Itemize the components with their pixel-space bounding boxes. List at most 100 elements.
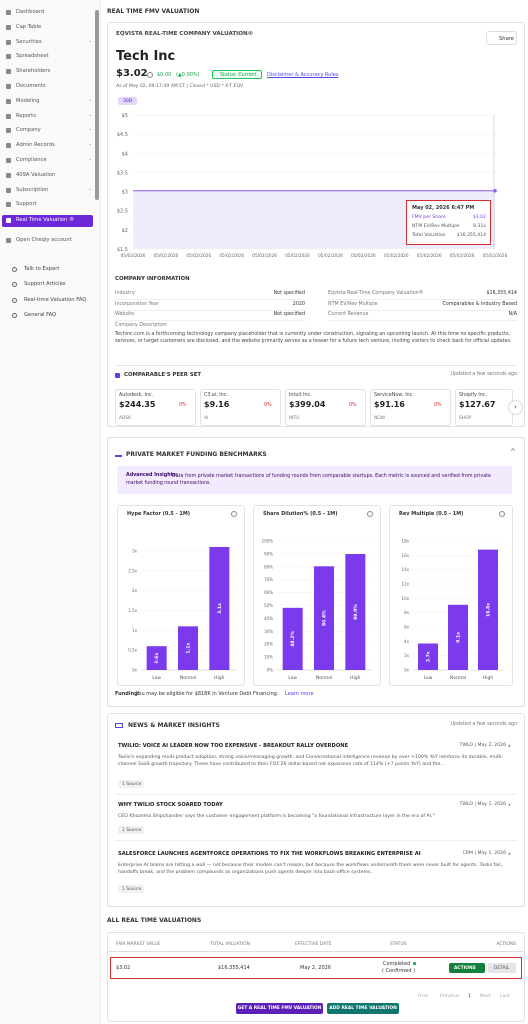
divider xyxy=(328,309,517,310)
highlight-box xyxy=(110,957,522,979)
detail-button[interactable]: DETAIL xyxy=(488,963,516,973)
pagination-link[interactable]: First xyxy=(418,994,428,999)
help-icon xyxy=(12,282,17,288)
peer-ticker: AI xyxy=(204,416,209,421)
nav-item[interactable]: Support xyxy=(16,201,37,208)
x-tick-label: 05/02/2026 xyxy=(450,253,475,259)
help-link[interactable]: General FAQ xyxy=(24,311,57,318)
actions-label[interactable]: ACTIONS xyxy=(454,965,476,971)
nav-icon xyxy=(6,172,11,178)
nav-item[interactable]: 409A Valuation xyxy=(16,171,56,178)
y-tick-label: 0.5x xyxy=(128,648,137,653)
column-header: ACTIONS xyxy=(496,942,517,947)
share-label[interactable]: Share xyxy=(499,35,514,42)
nav-chevron: ⌄ xyxy=(88,185,93,192)
source-chip[interactable]: 1 Source xyxy=(118,780,144,788)
actions-button[interactable]: ACTIONS xyxy=(449,963,485,973)
help-icon xyxy=(12,267,17,272)
y-tick-label: $5 xyxy=(122,113,128,119)
action-button-label[interactable]: ADD REAL TIME VALUATION xyxy=(329,1006,397,1011)
pagination-link[interactable]: 1 xyxy=(468,994,471,999)
nav-icon xyxy=(6,39,11,45)
nav-item[interactable]: Securities xyxy=(16,38,42,45)
nav-chevron: ⌄ xyxy=(88,96,93,103)
nav-item[interactable]: Cap Table xyxy=(16,23,42,30)
nav-item[interactable]: Reports xyxy=(16,112,36,119)
funding-label: Funding: xyxy=(115,691,140,697)
nav-item[interactable]: Dashboard xyxy=(16,9,45,15)
nav-item[interactable]: Shareholders xyxy=(16,68,51,75)
news-title[interactable]: WHY TWILIO STOCK SOARED TODAY xyxy=(118,802,223,808)
y-tick-label: 1x xyxy=(132,628,138,633)
y-tick-label: 0x xyxy=(404,668,410,673)
nav-item[interactable]: Modeling xyxy=(16,97,40,104)
pagination-link[interactable]: Next xyxy=(480,994,491,999)
share-button[interactable]: Share xyxy=(486,31,517,45)
bar-value-label: 9.1x xyxy=(456,632,462,643)
company-name: Tech Inc xyxy=(116,49,176,64)
source-label[interactable]: 1 Source xyxy=(122,886,142,892)
chart-title: Share Dilution% (0.5 - 1M) xyxy=(263,511,338,517)
source-label[interactable]: 1 Source xyxy=(122,781,142,787)
price: $3.02 xyxy=(116,68,148,79)
x-tick-label: 05/02/2026 xyxy=(186,253,211,259)
info-value: Not specified xyxy=(273,312,305,317)
column-header: FAIR MARKET VALUE xyxy=(116,942,161,947)
disclaimer-link[interactable]: Disclaimer & Accuracy Rules xyxy=(267,72,339,78)
nav-item[interactable]: Admin Records xyxy=(16,142,55,149)
nav-item[interactable]: Compliance xyxy=(16,157,47,163)
peer-ticker: NOW xyxy=(374,416,386,421)
detail-label[interactable]: DETAIL xyxy=(494,965,510,971)
nav-icon xyxy=(6,84,11,89)
learn-more[interactable]: Learn more xyxy=(285,691,314,697)
range-label[interactable]: 30D xyxy=(123,98,133,104)
card-title: EQVISTA REAL-TIME COMPANY VALUATION® xyxy=(116,31,254,37)
pagination-link[interactable]: Last xyxy=(500,994,510,999)
y-tick-label: 18x xyxy=(402,539,410,544)
peer-change: 0% xyxy=(349,403,357,408)
tooltip-value: 8.31x xyxy=(473,224,486,229)
peer-change: 0% xyxy=(264,403,272,408)
divider xyxy=(115,309,305,310)
pagination-link[interactable]: Previous xyxy=(440,994,460,999)
tooltip: May 02, 2026 6:47 PM FMV per Share $3.02 NT… xyxy=(406,200,491,245)
news-title[interactable]: SALESFORCE LAUNCHES AGENTFORCE OPERATION… xyxy=(118,851,421,857)
help-link[interactable]: Support Articles xyxy=(24,281,66,288)
sidebar xyxy=(0,0,101,1024)
source-chip[interactable]: 1 Source xyxy=(118,826,144,834)
nav-item[interactable]: Spreadsheet xyxy=(16,53,49,60)
source-chip[interactable]: 1 Source xyxy=(118,885,144,893)
source-label[interactable]: 1 Source xyxy=(122,827,142,833)
y-tick-label: $3.5 xyxy=(117,170,128,176)
action-button[interactable]: GET A REAL TIME FMV VALUATION xyxy=(236,1003,323,1014)
info-label: Industry xyxy=(115,291,135,296)
nav-item[interactable]: Open Cheqly account xyxy=(16,237,72,243)
nav-item[interactable]: Real Time Valuation ® xyxy=(16,217,75,223)
peer-next[interactable]: › xyxy=(509,401,522,414)
nav-icon xyxy=(6,238,11,243)
bar-value-label: 3.7x xyxy=(426,651,432,662)
hover-point xyxy=(493,189,497,193)
x-tick-label: 05/02/2026 xyxy=(154,253,179,259)
action-button[interactable]: ADD REAL TIME VALUATION xyxy=(327,1003,399,1014)
x-tick-label: 05/02/2026 xyxy=(318,253,343,259)
nav-item[interactable]: Company xyxy=(16,127,41,134)
info-value: $16,355,414 xyxy=(486,291,517,296)
x-tick-label: 05/02/2026 xyxy=(252,253,277,259)
nav-item[interactable]: Subscription xyxy=(16,186,49,193)
collapse-caret[interactable]: ^ xyxy=(510,448,516,456)
nav-chevron: ⌄ xyxy=(88,37,93,44)
peer-price: $91.16 xyxy=(374,400,405,409)
help-link[interactable]: Talk to Expert xyxy=(24,266,60,272)
peer-name: Autodesk, Inc. xyxy=(119,393,154,398)
news-title[interactable]: TWILIO: VOICE AI LEADER NOW TOO EXPENSIV… xyxy=(118,743,349,749)
range-chip[interactable]: 30D xyxy=(118,97,137,105)
as-of: As of May 02, 09:17:49 AM ET | Closed * … xyxy=(116,84,244,89)
y-tick-label: 3x xyxy=(132,548,138,553)
y-tick-label: 4x xyxy=(404,639,410,644)
section-heading: ALL REAL TIME VALUATIONS xyxy=(107,917,202,924)
action-button-label[interactable]: GET A REAL TIME FMV VALUATION xyxy=(237,1006,322,1011)
help-link[interactable]: Real-time Valuation FAQ xyxy=(24,296,87,303)
x-tick-label: High xyxy=(214,675,224,681)
nav-item[interactable]: Documents xyxy=(16,83,46,89)
